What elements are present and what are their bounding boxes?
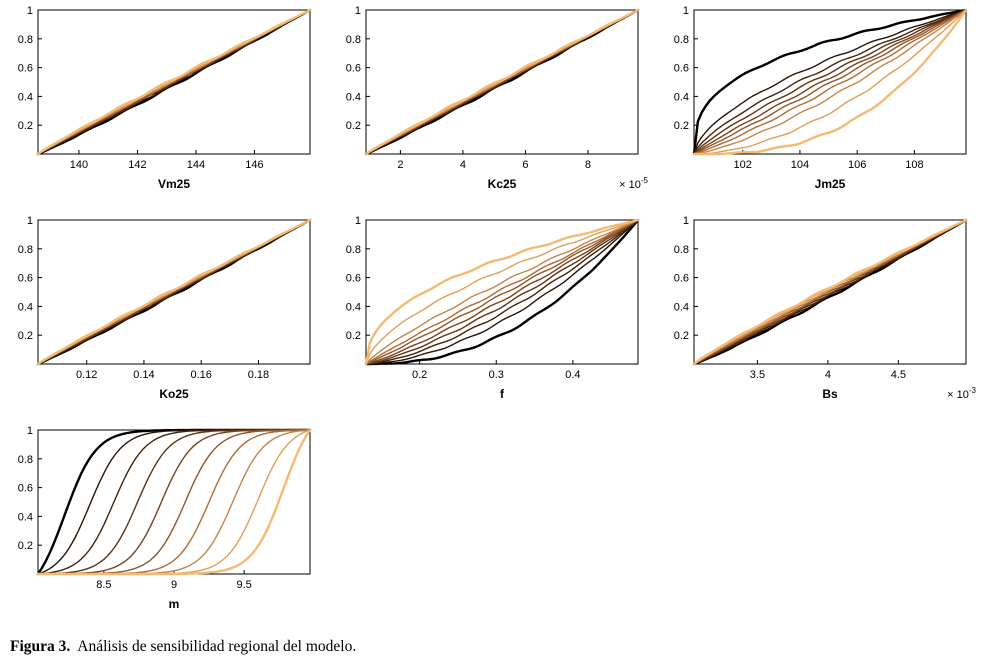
svg-text:0.3: 0.3 xyxy=(489,369,504,381)
svg-text:9: 9 xyxy=(171,579,177,591)
svg-text:0.8: 0.8 xyxy=(674,34,689,46)
svg-text:1: 1 xyxy=(355,215,361,227)
subplot-f: 0.2 0.3 0.4 0.2 0.4 0.6 0.8 1 f xyxy=(332,214,650,411)
svg-text:2: 2 xyxy=(397,159,403,171)
jm25-cdf-plot: 102 104 106 108 0.2 0.4 0.6 0.8 1 Jm25 xyxy=(674,5,968,191)
svg-text:0.12: 0.12 xyxy=(76,369,97,381)
svg-text:0.4: 0.4 xyxy=(565,369,580,381)
svg-text:0.2: 0.2 xyxy=(18,120,33,132)
svg-text:0.2: 0.2 xyxy=(674,120,689,132)
svg-text:m: m xyxy=(169,597,180,611)
svg-text:0.18: 0.18 xyxy=(248,369,269,381)
svg-text:4: 4 xyxy=(825,369,831,381)
svg-text:1: 1 xyxy=(27,425,33,437)
bs-cdf-plot: 3.5 4 4.5 0.2 0.4 0.6 0.8 1 Bs × 10-3 xyxy=(674,215,977,401)
svg-text:0.6: 0.6 xyxy=(674,273,689,285)
f-cdf-plot: 0.2 0.3 0.4 0.2 0.4 0.6 0.8 1 f xyxy=(346,215,640,401)
svg-text:0.2: 0.2 xyxy=(18,330,33,342)
svg-text:1: 1 xyxy=(683,5,689,17)
svg-text:0.2: 0.2 xyxy=(346,120,361,132)
svg-text:4: 4 xyxy=(460,159,466,171)
svg-text:Ko25: Ko25 xyxy=(159,387,189,401)
svg-text:× 10-5: × 10-5 xyxy=(619,176,648,191)
svg-text:1: 1 xyxy=(355,5,361,17)
m-cdf-plot: 8.5 9 9.5 0.2 0.4 0.6 0.8 1 m xyxy=(18,425,312,611)
svg-text:0.6: 0.6 xyxy=(674,63,689,75)
subplot-ko25: 0.12 0.14 0.16 0.18 0.2 0.4 0.6 0.8 1 Ko25 xyxy=(4,214,322,411)
svg-text:0.8: 0.8 xyxy=(674,244,689,256)
svg-text:106: 106 xyxy=(848,159,866,171)
svg-text:0.8: 0.8 xyxy=(18,454,33,466)
svg-text:140: 140 xyxy=(70,159,88,171)
svg-text:0.4: 0.4 xyxy=(346,91,361,103)
svg-text:104: 104 xyxy=(791,159,809,171)
svg-text:0.2: 0.2 xyxy=(18,540,33,552)
svg-text:0.6: 0.6 xyxy=(18,273,33,285)
svg-text:0.6: 0.6 xyxy=(18,63,33,75)
svg-text:0.14: 0.14 xyxy=(133,369,154,381)
svg-text:0.6: 0.6 xyxy=(346,63,361,75)
subplot-vm25: 140 142 144 146 0.2 0.4 0.6 0.8 1 Vm25 xyxy=(4,4,322,201)
svg-text:0.4: 0.4 xyxy=(674,301,689,313)
svg-text:0.2: 0.2 xyxy=(346,330,361,342)
svg-text:0.8: 0.8 xyxy=(346,244,361,256)
svg-text:0.2: 0.2 xyxy=(412,369,427,381)
subplot-kc25: 2 4 6 8 0.2 0.4 0.6 0.8 1 Kc25 × 10-5 xyxy=(332,4,650,201)
svg-text:0.4: 0.4 xyxy=(18,301,33,313)
svg-text:Bs: Bs xyxy=(822,387,838,401)
svg-text:1: 1 xyxy=(27,215,33,227)
svg-text:Kc25: Kc25 xyxy=(488,177,517,191)
svg-text:144: 144 xyxy=(187,159,205,171)
svg-text:f: f xyxy=(500,387,505,401)
svg-text:1: 1 xyxy=(683,215,689,227)
svg-text:0.16: 0.16 xyxy=(190,369,211,381)
vm25-cdf-plot: 140 142 144 146 0.2 0.4 0.6 0.8 1 Vm25 xyxy=(18,5,312,191)
svg-text:108: 108 xyxy=(905,159,923,171)
figure-caption-label: Figura 3. xyxy=(10,638,71,655)
svg-text:1: 1 xyxy=(27,5,33,17)
svg-text:0.4: 0.4 xyxy=(18,91,33,103)
svg-text:8.5: 8.5 xyxy=(96,579,111,591)
svg-text:8: 8 xyxy=(585,159,591,171)
ko25-cdf-plot: 0.12 0.14 0.16 0.18 0.2 0.4 0.6 0.8 1 Ko25 xyxy=(18,215,312,401)
figure-caption-text: Análisis de sensibilidad regional del mo… xyxy=(77,638,357,655)
svg-text:4.5: 4.5 xyxy=(891,369,906,381)
figure-caption: Figura 3. Análisis de sensibilidad region… xyxy=(10,638,356,656)
svg-text:9.5: 9.5 xyxy=(236,579,251,591)
svg-text:0.4: 0.4 xyxy=(346,301,361,313)
svg-text:0.2: 0.2 xyxy=(674,330,689,342)
svg-text:0.8: 0.8 xyxy=(346,34,361,46)
svg-text:3.5: 3.5 xyxy=(750,369,765,381)
subplot-jm25: 102 104 106 108 0.2 0.4 0.6 0.8 1 Jm25 xyxy=(660,4,978,201)
svg-text:0.8: 0.8 xyxy=(18,244,33,256)
svg-text:6: 6 xyxy=(522,159,528,171)
svg-text:146: 146 xyxy=(245,159,263,171)
svg-text:0.6: 0.6 xyxy=(18,483,33,495)
svg-text:142: 142 xyxy=(128,159,146,171)
kc25-cdf-plot: 2 4 6 8 0.2 0.4 0.6 0.8 1 Kc25 × 10-5 xyxy=(346,5,649,191)
svg-text:0.6: 0.6 xyxy=(346,273,361,285)
svg-text:Vm25: Vm25 xyxy=(158,177,190,191)
svg-text:Jm25: Jm25 xyxy=(815,177,846,191)
svg-text:0.4: 0.4 xyxy=(18,511,33,523)
subplot-m: 8.5 9 9.5 0.2 0.4 0.6 0.8 1 m xyxy=(4,424,322,621)
svg-text:0.8: 0.8 xyxy=(18,34,33,46)
svg-text:0.4: 0.4 xyxy=(674,91,689,103)
subplot-bs: 3.5 4 4.5 0.2 0.4 0.6 0.8 1 Bs × 10-3 xyxy=(660,214,978,411)
svg-text:× 10-3: × 10-3 xyxy=(947,386,976,401)
svg-text:102: 102 xyxy=(733,159,751,171)
